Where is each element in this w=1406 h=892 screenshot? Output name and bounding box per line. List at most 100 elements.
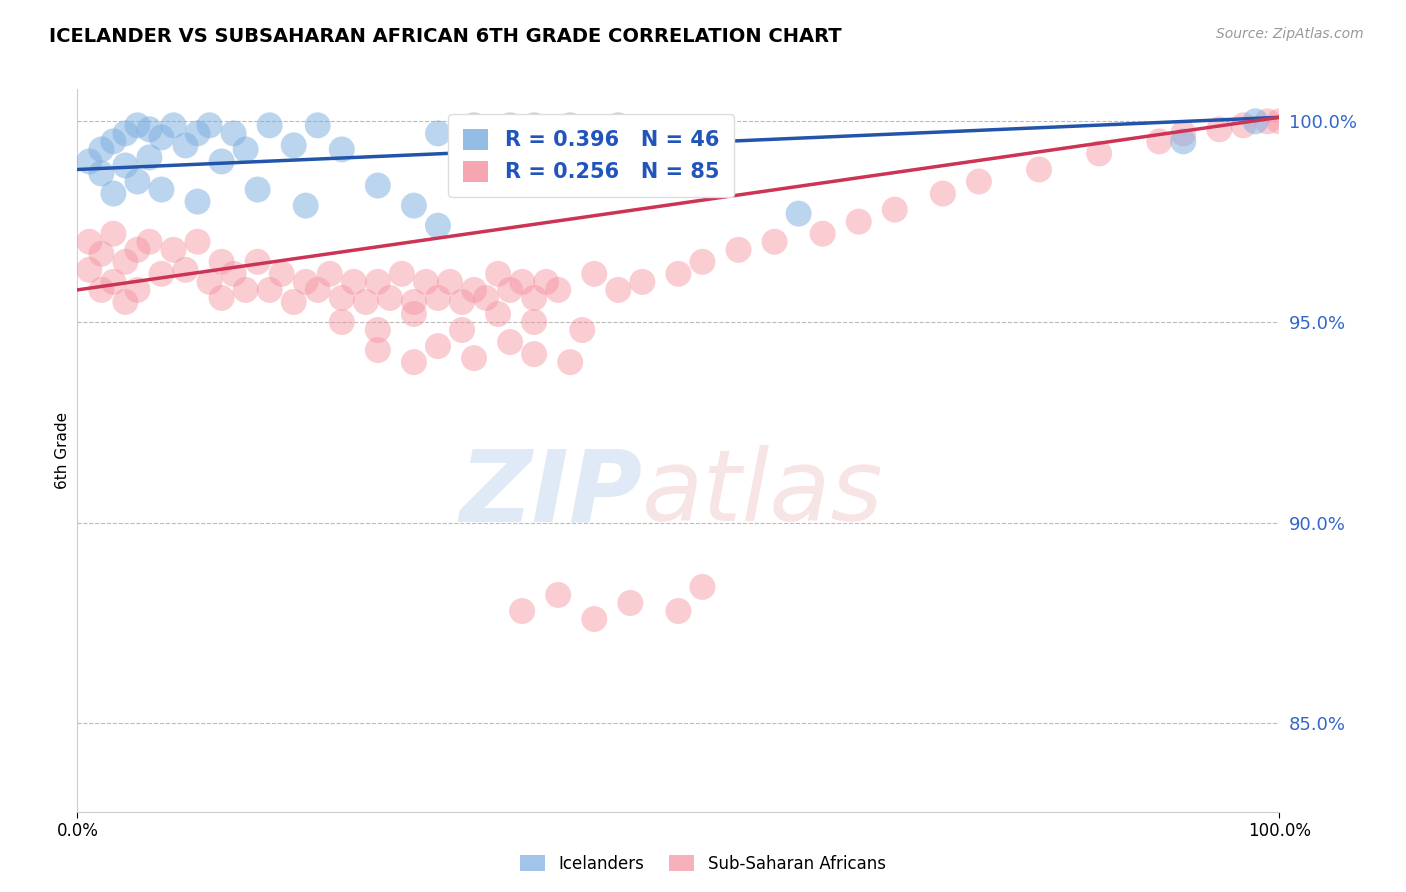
Point [1173,127,1195,141]
Point [294,275,316,289]
Point [114,127,136,141]
Point [150,267,173,281]
Point [211,255,233,269]
Point [619,127,641,141]
Point [367,343,389,358]
Point [463,351,485,366]
Point [79,154,101,169]
Point [510,275,533,289]
Point [439,275,461,289]
Point [127,283,149,297]
Point [534,143,557,157]
Point [427,127,450,141]
Point [560,355,582,369]
Point [595,143,617,157]
Point [354,295,377,310]
Point [1173,135,1195,149]
Point [90,143,112,157]
Point [211,154,233,169]
Point [1268,114,1291,128]
Point [763,235,786,249]
Point [283,138,305,153]
Point [534,275,557,289]
Point [787,207,810,221]
Point [583,612,606,626]
Point [367,275,389,289]
Point [607,283,630,297]
Point [259,119,281,133]
Point [499,119,522,133]
Point [415,275,437,289]
Point [631,275,654,289]
Point [103,275,125,289]
Point [510,127,533,141]
Point [607,119,630,133]
Point [235,283,257,297]
Point [162,119,184,133]
Point [499,283,522,297]
Point [571,127,593,141]
Point [523,291,546,305]
Point [114,255,136,269]
Point [127,175,149,189]
Point [402,307,425,321]
Point [811,227,834,241]
Point [967,175,990,189]
Point [402,199,425,213]
Point [1149,135,1171,149]
Point [198,119,221,133]
Point [883,202,905,217]
Point [138,235,160,249]
Point [294,199,316,213]
Point [114,159,136,173]
Point [583,267,606,281]
Point [343,275,366,289]
Point [150,183,173,197]
Point [391,267,413,281]
Point [571,323,593,337]
Point [162,243,184,257]
Point [186,235,209,249]
Point [138,122,160,136]
Point [307,119,329,133]
Point [174,263,197,277]
Point [222,127,245,141]
Text: ZIP: ZIP [460,445,643,542]
Point [692,255,714,269]
Point [103,135,125,149]
Point [486,143,509,157]
Point [547,588,569,602]
Point [186,127,209,141]
Point [246,183,269,197]
Point [174,138,197,153]
Point [270,267,292,281]
Point [307,283,329,297]
Point [246,255,269,269]
Point [127,243,149,257]
Point [932,186,955,201]
Point [523,119,546,133]
Point [499,335,522,350]
Point [114,295,136,310]
Legend: Icelanders, Sub-Saharan Africans: Icelanders, Sub-Saharan Africans [513,848,893,880]
Point [283,295,305,310]
Point [427,339,450,353]
Point [402,295,425,310]
Point [1088,146,1111,161]
Point [547,127,569,141]
Point [367,178,389,193]
Point [319,267,342,281]
Point [90,283,112,297]
Point [619,596,641,610]
Point [211,291,233,305]
Point [259,283,281,297]
Text: ICELANDER VS SUBSAHARAN AFRICAN 6TH GRADE CORRELATION CHART: ICELANDER VS SUBSAHARAN AFRICAN 6TH GRAD… [49,27,842,45]
Point [1256,114,1278,128]
Point [127,119,149,133]
Point [103,186,125,201]
Point [198,275,221,289]
Point [330,315,353,329]
Point [427,291,450,305]
Point [692,580,714,594]
Text: atlas: atlas [643,445,884,542]
